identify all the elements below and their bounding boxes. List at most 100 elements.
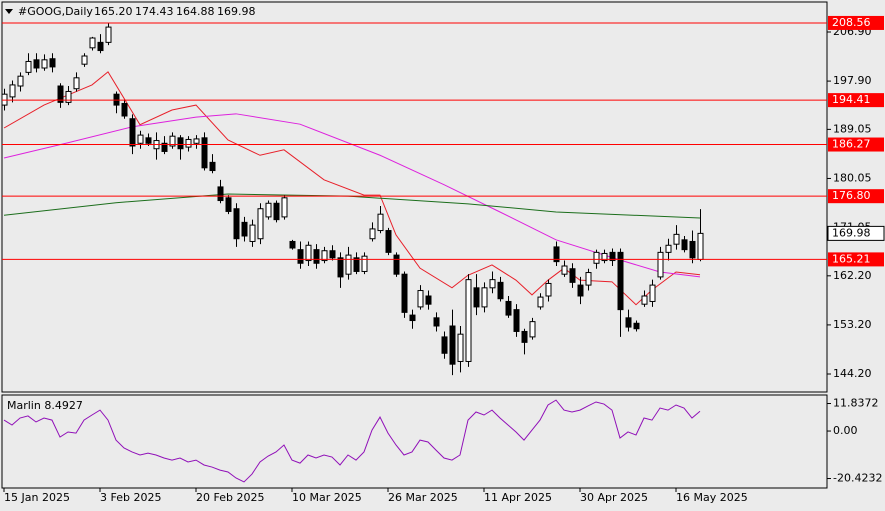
candle-body	[137, 134, 144, 144]
candle-body	[393, 254, 400, 275]
candle-body	[673, 233, 680, 245]
candle-body	[681, 239, 688, 251]
candle-body	[649, 284, 656, 302]
candle-body	[449, 325, 456, 365]
x-tick-label: 15 Jan 2025	[4, 491, 70, 504]
candle-body	[377, 213, 384, 232]
moving-average	[3, 71, 701, 306]
candle-body	[41, 59, 48, 69]
ohlc-close: 169.98	[217, 5, 256, 18]
candle-body	[633, 322, 640, 330]
candle-body	[433, 317, 440, 327]
candle-body	[665, 244, 672, 253]
ohlc-open: 165.20	[94, 5, 133, 18]
candle-body	[25, 60, 32, 73]
level-label-box	[828, 189, 884, 204]
level-label: 208.56	[832, 16, 871, 29]
candle-body	[161, 142, 168, 152]
level-label-box	[828, 252, 884, 267]
main-pane	[1, 1, 828, 393]
candle-body	[641, 295, 648, 305]
candle-body	[177, 137, 184, 150]
candle-body	[385, 230, 392, 253]
candle-body	[497, 281, 504, 300]
candle-body	[585, 272, 592, 286]
candle-body	[305, 244, 312, 262]
candle-body	[601, 252, 608, 262]
candle-body	[569, 268, 576, 283]
candle-body	[369, 228, 376, 240]
y-tick-label: -20.4232	[833, 472, 882, 485]
candle-body	[81, 55, 88, 65]
candle-body	[297, 249, 304, 264]
candle-body	[513, 309, 520, 332]
candle-body	[553, 246, 560, 263]
candle-body	[265, 202, 272, 218]
candle-body	[441, 336, 448, 354]
candle-body	[33, 59, 40, 69]
candle-body	[577, 284, 584, 297]
y-tick-label: 197.90	[833, 74, 872, 87]
candle-body	[329, 250, 336, 259]
candle-body	[425, 295, 432, 305]
x-tick-label: 16 May 2025	[676, 491, 748, 504]
candle-body	[465, 279, 472, 362]
ohlc-low: 164.88	[176, 5, 215, 18]
x-tick-label: 11 Apr 2025	[484, 491, 552, 504]
candle-body	[697, 232, 704, 260]
candle-body	[145, 137, 152, 144]
candle-body	[281, 197, 288, 218]
candle-body	[185, 138, 192, 148]
candle-body	[321, 250, 328, 262]
current-price-label: 169.98	[832, 226, 871, 239]
candle-body	[657, 251, 664, 278]
candle-body	[345, 254, 352, 275]
candle-body	[489, 279, 496, 289]
level-label-box	[828, 15, 884, 30]
indicator-line	[3, 399, 701, 483]
y-tick-label: 180.05	[833, 171, 872, 184]
y-tick-label: 144.20	[833, 367, 872, 380]
x-tick-label: 3 Feb 2025	[100, 491, 161, 504]
x-tick-label: 26 Mar 2025	[388, 491, 458, 504]
candle-body	[561, 265, 568, 275]
candle-body	[457, 333, 464, 362]
candle-body	[473, 287, 480, 308]
candle-body	[17, 75, 24, 87]
candle-body	[249, 224, 256, 242]
candle-body	[273, 202, 280, 221]
candle-body	[537, 296, 544, 308]
candle-body	[121, 102, 128, 117]
candle-body	[89, 37, 96, 49]
menu-triangle[interactable]	[5, 9, 13, 14]
level-label: 194.41	[832, 93, 871, 106]
candle-body	[129, 118, 136, 147]
candle-body	[97, 41, 104, 52]
candle-body	[417, 290, 424, 308]
indicator-title: Marlin 8.4927	[7, 399, 83, 412]
candle-body	[65, 90, 72, 103]
candle-body	[257, 208, 264, 240]
candle-body	[9, 84, 16, 98]
candle-body	[217, 186, 224, 202]
y-tick-label: 0.00	[833, 424, 858, 437]
candle-body	[361, 255, 368, 272]
candle-body	[337, 257, 344, 278]
x-tick-label: 10 Mar 2025	[292, 491, 362, 504]
candle-body	[73, 77, 80, 90]
candle-body	[617, 251, 624, 311]
candle-body	[209, 161, 216, 172]
y-tick-label: 189.05	[833, 122, 872, 135]
level-label: 186.27	[832, 138, 871, 151]
candle-body	[545, 282, 552, 297]
level-label-box	[828, 93, 884, 108]
y-tick-label: 162.20	[833, 269, 872, 282]
candle-body	[409, 314, 416, 322]
candle-body	[313, 249, 320, 264]
ohlc-high: 174.43	[135, 5, 174, 18]
level-label: 165.21	[832, 252, 871, 265]
candle-body	[521, 330, 528, 343]
candle-body	[105, 26, 112, 43]
candle-body	[401, 273, 408, 313]
